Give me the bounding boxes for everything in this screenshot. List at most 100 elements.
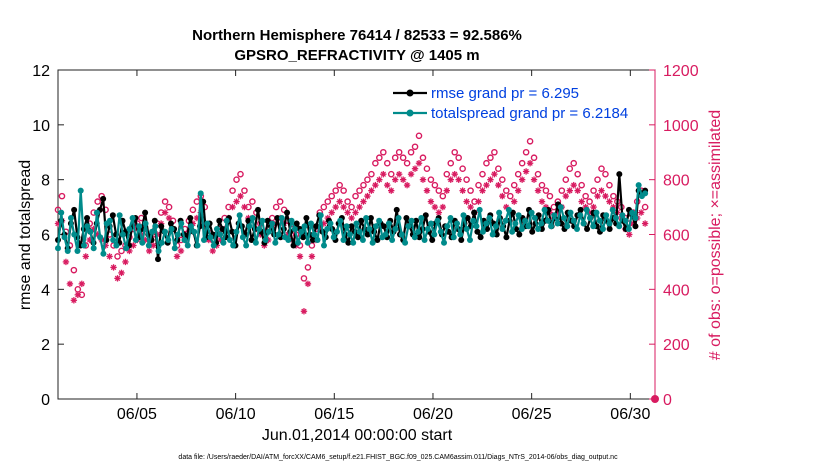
obs-possible-point — [558, 187, 566, 194]
rmse-point — [477, 234, 484, 241]
obs-assimilated-point — [435, 209, 443, 216]
rmse-point — [84, 215, 91, 222]
totalspread-point — [220, 239, 227, 246]
obs-possible-point — [427, 176, 435, 183]
totalspread-point — [522, 217, 529, 224]
rmse-point — [458, 236, 465, 243]
obs-possible-point — [598, 165, 605, 172]
rmse-point — [142, 209, 149, 216]
obs-possible-point — [387, 170, 395, 178]
obs-assimilated-point — [177, 247, 185, 255]
totalspread-point — [470, 217, 477, 224]
obs-assimilated-point — [598, 187, 605, 194]
totalspread-point — [106, 217, 113, 224]
totalspread-point — [496, 209, 503, 216]
totalspread-point — [269, 220, 276, 227]
totalspread-point — [67, 215, 74, 222]
obs-possible-point — [233, 176, 240, 183]
totalspread-point — [502, 217, 509, 224]
rmse-point — [632, 223, 639, 230]
obs-possible-point — [348, 203, 355, 211]
rmse-point — [151, 217, 158, 224]
x-tick-label: 06/05 — [117, 406, 157, 423]
obs-possible-point — [594, 176, 601, 183]
obs-possible-point — [487, 154, 494, 162]
totalspread-point — [531, 215, 538, 222]
totalspread-point — [479, 228, 486, 235]
totalspread-point — [200, 236, 207, 243]
totalspread-point — [181, 236, 188, 243]
totalspread-point — [278, 215, 285, 222]
obs-possible-point — [344, 198, 351, 205]
totalspread-point — [512, 220, 519, 227]
obs-possible-point — [415, 132, 423, 140]
obs-assimilated-point — [66, 280, 74, 288]
obs-possible-point — [411, 143, 419, 151]
totalspread-point — [132, 236, 139, 243]
rmse-point — [358, 217, 365, 224]
obs-assimilated-point — [419, 176, 427, 183]
totalspread-point — [525, 223, 532, 230]
totalspread-point — [162, 228, 169, 235]
totalspread-point — [191, 228, 198, 235]
obs-possible-point — [340, 187, 347, 194]
totalspread-point — [447, 215, 454, 222]
obs-possible-point — [189, 206, 197, 214]
x-axis-label: Jun.01,2014 00:00:00 start — [262, 427, 453, 444]
obs-possible-point — [356, 187, 363, 194]
obs-possible-point — [300, 275, 308, 282]
obs-assimilated-point — [380, 170, 387, 178]
totalspread-point — [612, 215, 619, 222]
totalspread-point — [77, 187, 84, 194]
obs-assimilated-point — [499, 192, 506, 200]
rmse-point — [374, 236, 381, 243]
totalspread-point — [317, 212, 324, 219]
totalspread-point — [71, 231, 78, 238]
totalspread-point — [408, 217, 415, 224]
totalspread-point — [295, 239, 302, 246]
totalspread-point — [466, 236, 473, 243]
left-tick-label: 6 — [41, 228, 50, 245]
totalspread-point — [171, 245, 178, 252]
obs-possible-point — [586, 198, 593, 205]
left-tick-label: 8 — [41, 173, 50, 190]
totalspread-point — [243, 242, 250, 249]
obs-possible-point — [502, 187, 510, 194]
totalspread-point — [363, 215, 370, 222]
obs-possible-point — [506, 192, 514, 200]
totalspread-point — [158, 239, 165, 246]
totalspread-point — [382, 231, 389, 238]
rmse-point — [355, 234, 362, 241]
totalspread-point — [129, 215, 136, 222]
totalspread-point — [207, 234, 214, 241]
obs-possible-point — [118, 247, 125, 255]
obs-possible-point — [161, 198, 169, 205]
rmse-point — [300, 234, 307, 241]
totalspread-point — [197, 190, 204, 197]
rmse-point — [367, 215, 374, 222]
totalspread-point — [635, 182, 642, 189]
rmse-point — [422, 212, 429, 219]
totalspread-point — [155, 247, 162, 254]
totalspread-point — [298, 228, 305, 235]
obs-assimilated-point — [518, 176, 526, 183]
left-tick-label: 12 — [32, 63, 50, 80]
obs-possible-point — [399, 154, 407, 162]
totalspread-point — [359, 236, 366, 243]
obs-possible-point — [463, 176, 470, 183]
totalspread-point — [450, 234, 457, 241]
rmse-point — [264, 217, 271, 224]
obs-assimilated-point — [423, 187, 431, 194]
x-tick-label: 06/20 — [413, 406, 453, 423]
x-tick-label: 06/30 — [610, 406, 650, 423]
obs-assimilated-point — [360, 198, 367, 205]
totalspread-point — [376, 217, 383, 224]
obs-possible-point — [395, 148, 403, 156]
obs-assimilated-point — [463, 198, 470, 205]
rmse-point — [516, 231, 523, 238]
totalspread-point — [561, 215, 568, 222]
totalspread-point — [97, 234, 104, 241]
obs-assimilated-point — [82, 253, 89, 260]
rmse-point — [345, 239, 352, 246]
